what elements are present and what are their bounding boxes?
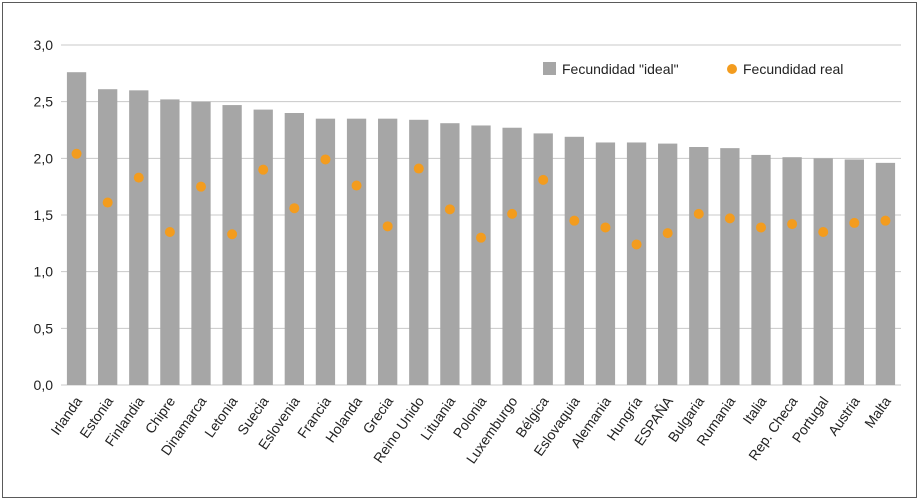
- dot-real: [818, 227, 829, 237]
- dot-real: [538, 174, 549, 185]
- dot-real: [413, 163, 424, 174]
- dot-real: [133, 172, 144, 183]
- bar-ideal: [160, 99, 180, 386]
- bar-ideal: [813, 158, 833, 385]
- bar-ideal: [191, 101, 211, 386]
- bar-ideal: [626, 142, 647, 385]
- dot-real: [787, 219, 798, 230]
- dot-real: [71, 148, 82, 159]
- dot-real: [164, 227, 175, 237]
- y-tick-label: 0,0: [34, 377, 54, 393]
- dot-real: [351, 180, 362, 191]
- x-tick-label: Italia: [739, 393, 769, 427]
- legend-swatch-ideal: [543, 62, 556, 75]
- bar-ideal: [222, 105, 242, 386]
- dot-real: [320, 154, 331, 165]
- legend: Fecundidad "ideal" Fecundidad real: [543, 61, 843, 77]
- dot-real: [631, 239, 642, 250]
- dot-real: [258, 164, 269, 175]
- dot-real: [849, 217, 860, 228]
- bar-ideal: [720, 148, 740, 385]
- y-tick-label: 2,0: [34, 150, 54, 166]
- bar-ideal: [844, 159, 864, 385]
- bar-ideal: [98, 89, 118, 385]
- dot-series: [71, 148, 891, 250]
- y-tick-label: 1,5: [34, 207, 54, 223]
- dot-real: [756, 222, 766, 233]
- legend-label-ideal: Fecundidad "ideal": [562, 61, 679, 77]
- bar-ideal: [315, 118, 336, 386]
- bar-ideal: [502, 127, 522, 385]
- dot-real: [600, 222, 611, 233]
- x-tick-label: Letonia: [201, 393, 241, 440]
- dot-real: [444, 204, 455, 215]
- bar-ideal: [378, 118, 398, 386]
- bar-ideal: [471, 125, 491, 385]
- bar-ideal: [782, 157, 802, 385]
- x-axis: IrlandaEstoniaFinlandiaChipreDinamarcaLe…: [47, 393, 894, 466]
- bar-ideal: [253, 109, 273, 385]
- y-tick-label: 3,0: [34, 37, 54, 53]
- dot-real: [196, 181, 206, 192]
- x-tick-label: Malta: [861, 393, 894, 430]
- legend-label-real: Fecundidad real: [743, 61, 843, 77]
- bar-ideal: [66, 72, 87, 385]
- dot-real: [662, 228, 673, 239]
- bar-ideal: [658, 143, 678, 385]
- y-tick-label: 1,0: [34, 264, 54, 280]
- bar-ideal: [595, 142, 616, 385]
- x-tick-label: Austria: [825, 393, 863, 438]
- dot-real: [724, 213, 735, 224]
- bar-ideal: [533, 133, 553, 385]
- bar-ideal: [751, 154, 771, 385]
- dot-real: [476, 232, 486, 243]
- bar-ideal: [875, 162, 896, 385]
- bar-ideal: [564, 136, 584, 385]
- dot-real: [289, 203, 300, 214]
- y-axis: 0,0 0,5 1,0 1,5 2,0 2,5 3,0: [34, 37, 54, 393]
- legend-swatch-real: [727, 64, 737, 74]
- y-tick-label: 0,5: [34, 320, 54, 336]
- bar-ideal: [284, 113, 304, 385]
- bar-ideal: [346, 118, 367, 386]
- dot-real: [569, 215, 580, 226]
- bar-ideal: [409, 119, 429, 386]
- dot-real: [693, 208, 704, 219]
- bar-ideal: [689, 147, 709, 385]
- y-tick-label: 2,5: [34, 94, 54, 110]
- dot-real: [507, 208, 518, 219]
- dot-real: [382, 221, 393, 232]
- bar-ideal: [440, 123, 460, 385]
- dot-real: [880, 215, 891, 226]
- bar-ideal: [129, 90, 149, 385]
- bar-series: [66, 72, 896, 386]
- chart: 0,0 0,5 1,0 1,5 2,0 2,5 3,0 IrlandaEstoniaFinl…: [34, 37, 901, 466]
- dot-real: [102, 197, 113, 208]
- dot-real: [227, 229, 238, 240]
